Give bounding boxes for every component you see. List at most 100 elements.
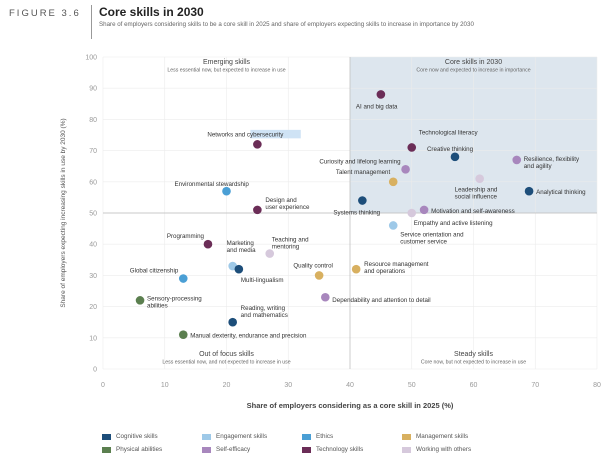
quadrant-title: Out of focus skills	[199, 351, 254, 358]
x-tick-label: 50	[408, 382, 416, 389]
data-point	[351, 264, 361, 274]
point-label: Service orientation and customer service	[400, 231, 464, 245]
point-label: Networks and cybersecurity	[207, 131, 284, 138]
legend-label: Physical abilities	[116, 446, 163, 453]
quadrant-subtitle: Core now, but not expected to increase i…	[421, 360, 526, 366]
data-point	[376, 90, 386, 99]
y-tick-label: 100	[85, 55, 97, 62]
y-tick-label: 50	[89, 211, 97, 218]
legend-item: Technology skills	[302, 446, 363, 453]
legend-item: Physical abilities	[102, 446, 162, 453]
y-tick-label: 80	[89, 117, 97, 124]
quadrant-subtitle: Less essential now, but expected to incr…	[167, 68, 285, 74]
data-point	[321, 292, 330, 302]
point-label: Quality control	[293, 262, 333, 269]
point-label: Manual dexterity, endurance and precisio…	[190, 333, 307, 340]
legend-label: Working with others	[416, 446, 472, 453]
data-point	[222, 186, 231, 196]
point-label: Teaching and mentoring	[272, 237, 309, 251]
point-label: Leadership and social influence	[455, 187, 498, 201]
legend-swatch	[302, 446, 311, 453]
data-point	[407, 143, 417, 152]
point-label: Motivation and self-awareness	[431, 208, 515, 215]
data-point	[253, 205, 262, 215]
x-tick-label: 80	[593, 382, 601, 389]
legend-label: Management skills	[416, 433, 469, 440]
x-tick-label: 40	[346, 382, 354, 389]
point-label: Reading, writing and mathematics	[241, 305, 288, 319]
data-point	[388, 177, 398, 187]
legend-item: Self-efficacy	[202, 446, 250, 453]
point-label: Multi-lingualism	[241, 277, 284, 284]
point-label: Resilience, flexibility and agility	[524, 156, 580, 170]
legend-label: Cognitive skills	[116, 433, 158, 440]
data-point	[419, 205, 429, 215]
x-tick-label: 0	[101, 382, 105, 389]
legend-swatch	[302, 433, 311, 440]
point-label: Sensory-processing abilities	[147, 295, 202, 309]
quadrant-title: Core skills in 2030	[445, 59, 502, 66]
x-axis-label: Share of employers considering as a core…	[247, 401, 454, 410]
legend-swatch	[402, 446, 411, 453]
y-tick-label: 30	[89, 273, 97, 280]
point-label: Technological literacy	[419, 129, 479, 136]
legend-label: Self-efficacy	[216, 446, 251, 453]
chart-title: Core skills in 2030	[99, 5, 204, 19]
data-point	[475, 174, 484, 183]
label-highlight	[250, 129, 301, 139]
legend-label: Engagement skills	[216, 433, 268, 440]
data-point	[401, 165, 410, 174]
quadrant-subtitle: Core now and expected to increase in imp…	[416, 68, 530, 74]
point-label: Global citizenship	[130, 268, 179, 275]
data-point	[512, 155, 522, 165]
data-point	[178, 274, 188, 283]
legend-swatch	[102, 433, 111, 440]
data-point	[407, 208, 417, 218]
point-label: Curiosity and lifelong learning	[319, 158, 401, 165]
legend-item: Cognitive skills	[102, 433, 158, 440]
y-tick-label: 20	[89, 304, 97, 311]
point-label: Systems thinking	[333, 210, 380, 217]
point-label: Resource management and operations	[364, 261, 429, 275]
data-point	[314, 271, 324, 280]
point-label: AI and big data	[356, 103, 398, 110]
legend-label: Technology skills	[316, 446, 364, 453]
data-point	[178, 330, 188, 339]
x-tick-label: 60	[470, 382, 478, 389]
x-tick-label: 10	[161, 382, 169, 389]
legend-item: Engagement skills	[202, 433, 267, 440]
legend-item: Management skills	[402, 433, 468, 440]
legend-swatch	[202, 433, 211, 440]
y-tick-label: 40	[89, 242, 97, 249]
y-tick-label: 70	[89, 148, 97, 155]
data-point	[265, 249, 275, 258]
chart-subtitle: Share of employers considering skills to…	[99, 21, 474, 28]
data-point	[524, 186, 534, 196]
data-point	[135, 296, 145, 305]
point-label: Design and user experience	[265, 197, 310, 211]
data-point	[234, 264, 244, 274]
point-label: Empathy and active listening	[414, 220, 493, 227]
legend-label: Ethics	[316, 433, 334, 440]
quadrant-title: Emerging skills	[203, 59, 251, 66]
data-point	[450, 152, 460, 162]
point-label: Analytical thinking	[536, 189, 586, 196]
y-tick-label: 60	[89, 179, 97, 186]
data-point	[358, 196, 367, 205]
data-point	[388, 221, 398, 230]
quadrant-subtitle: Less essential now, and not expected to …	[162, 360, 290, 366]
legend-swatch	[202, 446, 211, 453]
legend-swatch	[402, 433, 411, 440]
legend-item: Ethics	[302, 433, 333, 440]
point-label: Programming	[167, 233, 205, 240]
point-label: Dependability and attention to detail	[332, 297, 430, 304]
y-tick-label: 90	[89, 86, 97, 93]
data-point	[228, 317, 237, 327]
quadrant-title: Steady skills	[454, 351, 493, 358]
figure-label: FIGURE 3.6	[9, 8, 81, 19]
y-axis-label: Share of employers expecting increasing …	[60, 118, 67, 307]
y-tick-label: 0	[93, 367, 97, 374]
legend-swatch	[102, 446, 111, 453]
y-tick-label: 10	[89, 335, 97, 342]
